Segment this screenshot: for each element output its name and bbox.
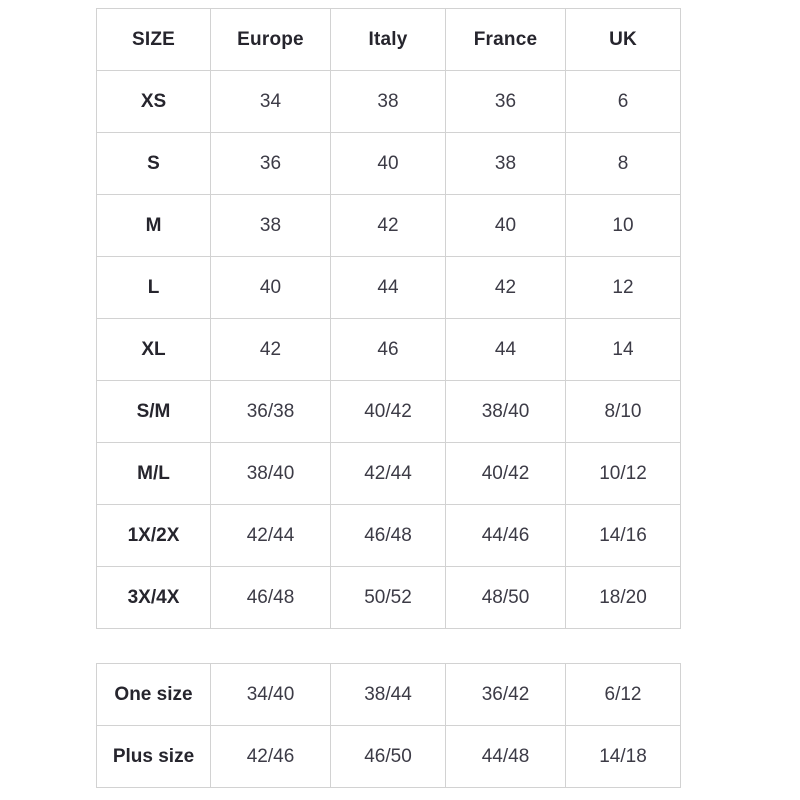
size-value-cell: 14/18 [565,725,681,788]
column-header: Italy [330,8,446,71]
table-row: M 38 42 40 10 [96,194,681,257]
size-value-cell: 6/12 [565,663,681,726]
size-value-cell: 6 [565,70,681,133]
size-value-cell: 44/46 [445,504,566,567]
size-label-cell: M [96,194,211,257]
size-label-cell: M/L [96,442,211,505]
size-value-cell: 42 [330,194,446,257]
size-label-cell: One size [96,663,211,726]
size-value-cell: 38/44 [330,663,446,726]
table-row: L 40 44 42 12 [96,256,681,319]
size-value-cell: 42/44 [210,504,331,567]
size-value-cell: 8 [565,132,681,195]
table-row: XS 34 38 36 6 [96,70,681,133]
size-value-cell: 46/48 [210,566,331,629]
size-value-cell: 38 [445,132,566,195]
size-value-cell: 44/48 [445,725,566,788]
size-value-cell: 46/50 [330,725,446,788]
table-row: M/L 38/40 42/44 40/42 10/12 [96,442,681,505]
size-value-cell: 44 [445,318,566,381]
special-sizes-table-body: One size 34/40 38/44 36/42 6/12 Plus size 42/4… [96,663,681,788]
column-header: France [445,8,566,71]
size-value-cell: 48/50 [445,566,566,629]
size-value-cell: 46/48 [330,504,446,567]
size-label-cell: XS [96,70,211,133]
size-value-cell: 36/42 [445,663,566,726]
table-row: S/M 36/38 40/42 38/40 8/10 [96,380,681,443]
size-value-cell: 14 [565,318,681,381]
size-value-cell: 38/40 [445,380,566,443]
size-value-cell: 10 [565,194,681,257]
size-value-cell: 42/46 [210,725,331,788]
size-value-cell: 38/40 [210,442,331,505]
size-value-cell: 34/40 [210,663,331,726]
table-row: 3X/4X 46/48 50/52 48/50 18/20 [96,566,681,629]
size-value-cell: 8/10 [565,380,681,443]
size-value-cell: 42 [210,318,331,381]
size-label-cell: 1X/2X [96,504,211,567]
size-value-cell: 46 [330,318,446,381]
size-value-cell: 38 [210,194,331,257]
size-label-cell: 3X/4X [96,566,211,629]
size-value-cell: 40 [330,132,446,195]
size-value-cell: 36 [210,132,331,195]
table-row: S 36 40 38 8 [96,132,681,195]
size-value-cell: 18/20 [565,566,681,629]
size-label-cell: XL [96,318,211,381]
size-value-cell: 40 [210,256,331,319]
column-header: UK [565,8,681,71]
table-row: XL 42 46 44 14 [96,318,681,381]
size-conversion-table: SIZE Europe Italy France UK XS 34 38 36 6 S 36 40 38… [96,8,681,629]
size-value-cell: 14/16 [565,504,681,567]
size-tables-container: SIZE Europe Italy France UK XS 34 38 36 6 S 36 40 38… [96,8,681,788]
size-value-cell: 12 [565,256,681,319]
size-label-cell: S/M [96,380,211,443]
size-value-cell: 44 [330,256,446,319]
size-value-cell: 36/38 [210,380,331,443]
size-value-cell: 38 [330,70,446,133]
size-table-head: SIZE Europe Italy France UK [96,8,681,71]
size-value-cell: 36 [445,70,566,133]
special-sizes-table: One size 34/40 38/44 36/42 6/12 Plus size 42/4… [96,663,681,788]
table-row: Plus size 42/46 46/50 44/48 14/18 [96,725,681,788]
size-value-cell: 42/44 [330,442,446,505]
size-value-cell: 40/42 [330,380,446,443]
size-label-cell: S [96,132,211,195]
size-value-cell: 34 [210,70,331,133]
size-value-cell: 42 [445,256,566,319]
header-row: SIZE Europe Italy France UK [96,8,681,71]
table-row: 1X/2X 42/44 46/48 44/46 14/16 [96,504,681,567]
size-value-cell: 40/42 [445,442,566,505]
size-value-cell: 50/52 [330,566,446,629]
table-row: One size 34/40 38/44 36/42 6/12 [96,663,681,726]
size-table-body: XS 34 38 36 6 S 36 40 38 8 M 38 42 40 10 L 40 44 42 12 XL 42 4… [96,70,681,629]
size-value-cell: 40 [445,194,566,257]
column-header: Europe [210,8,331,71]
size-label-cell: L [96,256,211,319]
size-label-cell: Plus size [96,725,211,788]
size-value-cell: 10/12 [565,442,681,505]
column-header: SIZE [96,8,211,71]
